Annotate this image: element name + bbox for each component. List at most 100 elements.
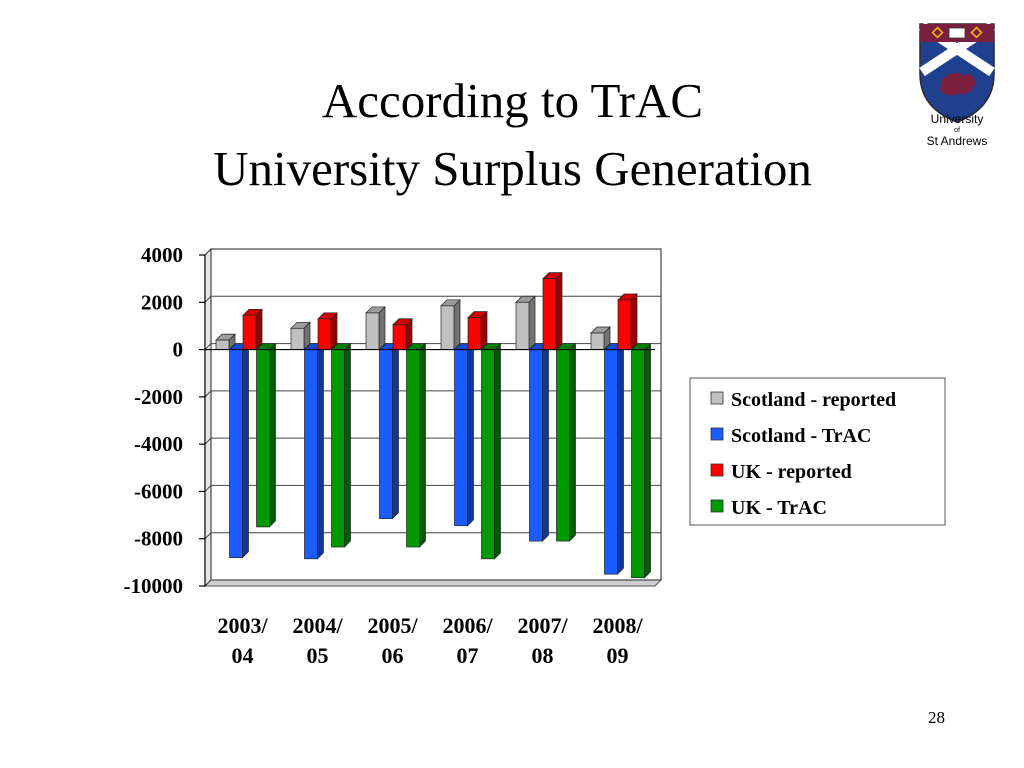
legend-label: UK - reported xyxy=(731,461,852,483)
legend-swatch xyxy=(710,391,724,405)
bar-front xyxy=(590,332,605,350)
x-category-label: 2008/ xyxy=(592,613,643,638)
bar-side xyxy=(378,306,386,351)
x-category-label: 06 xyxy=(382,643,404,668)
gridline-side xyxy=(204,295,212,303)
x-category-label: 2007/ xyxy=(517,613,568,638)
bar-side xyxy=(555,271,563,351)
bar-front xyxy=(617,299,632,350)
bar-side xyxy=(480,310,488,351)
gridline-side xyxy=(204,532,212,540)
y-tick-label: -10000 xyxy=(124,574,184,598)
bar-side xyxy=(644,342,651,579)
bar xyxy=(215,333,236,351)
gridline-side xyxy=(204,343,212,350)
chart-bars xyxy=(205,271,655,579)
y-tick-label: -4000 xyxy=(134,432,183,456)
bar xyxy=(440,298,461,351)
bar-side xyxy=(630,293,638,351)
page-number: 28 xyxy=(928,708,945,727)
bar xyxy=(303,342,325,560)
x-category-label: 2006/ xyxy=(442,613,493,638)
y-tick-label: -2000 xyxy=(134,385,183,409)
x-category-label: 07 xyxy=(457,643,479,668)
bar-front xyxy=(290,327,305,350)
bar-side xyxy=(269,342,276,528)
bar-front xyxy=(256,349,270,528)
bar xyxy=(330,342,352,548)
y-tick-label: 4000 xyxy=(141,243,183,267)
bar-front xyxy=(365,312,380,350)
x-category-label: 2003/ xyxy=(217,613,268,638)
gridline-side xyxy=(204,485,212,492)
y-axis-ticks: 4000 2000 0 -2000 -4000 -6000 -8000 -10000 xyxy=(124,243,206,598)
chart-legend: Scotland - reported Scotland - TrAC UK - r… xyxy=(689,377,946,526)
bar-front xyxy=(317,318,332,350)
y-tick-label: -8000 xyxy=(134,527,183,551)
bar-side xyxy=(344,342,351,548)
gridline-side xyxy=(204,248,212,256)
slide-title-line-2: University Surplus Generation xyxy=(213,141,812,196)
bar xyxy=(365,306,386,351)
bar xyxy=(317,311,338,351)
bar-front xyxy=(229,349,243,558)
legend-swatch xyxy=(710,499,724,513)
x-axis-labels: 2003/04 2004/05 2005/06 2006/07 2007/08 2008/… xyxy=(217,613,643,668)
bar-front xyxy=(515,301,530,350)
bar-front xyxy=(392,324,407,350)
bar xyxy=(378,342,400,520)
bar xyxy=(603,342,625,576)
bar-side xyxy=(392,342,399,520)
bar xyxy=(467,310,488,351)
x-category-label: 2005/ xyxy=(367,613,418,638)
bar xyxy=(515,295,536,351)
x-category-label: 08 xyxy=(532,643,554,668)
y-tick-label: 0 xyxy=(173,338,184,362)
bar xyxy=(630,342,652,579)
bar-front xyxy=(406,349,420,548)
bar-side xyxy=(467,342,474,527)
bar xyxy=(242,308,263,351)
legend-swatch xyxy=(710,463,724,477)
bar xyxy=(255,342,277,528)
gridline-side xyxy=(204,579,212,587)
bar xyxy=(453,342,475,527)
plot-area-back xyxy=(210,248,662,581)
university-crest-icon xyxy=(919,21,995,123)
logo-text-st-andrews: St Andrews xyxy=(926,134,988,148)
x-category-label: 05 xyxy=(307,643,329,668)
bar-front xyxy=(304,349,318,560)
floor xyxy=(203,579,663,587)
bar xyxy=(555,342,577,542)
bar xyxy=(405,342,427,548)
gridline-side xyxy=(204,390,212,398)
bar xyxy=(590,326,611,351)
bar xyxy=(528,342,550,542)
bar-front xyxy=(604,349,618,575)
bar xyxy=(542,271,563,351)
legend-swatch xyxy=(710,427,724,441)
bar-side xyxy=(453,298,461,351)
chart-grid xyxy=(203,247,663,588)
bar-front xyxy=(631,349,645,579)
bar-side xyxy=(255,308,263,351)
x-category-label: 09 xyxy=(607,643,629,668)
bar xyxy=(290,321,311,351)
bar-side xyxy=(542,342,549,542)
bar-side xyxy=(617,342,624,576)
legend-label: UK - TrAC xyxy=(731,497,827,519)
x-category-label: 2004/ xyxy=(292,613,343,638)
bar-front xyxy=(242,314,257,350)
legend-label: Scotland - TrAC xyxy=(731,425,871,447)
bar-side xyxy=(419,342,426,548)
bar xyxy=(228,342,250,559)
bar-front xyxy=(467,317,482,350)
bar-front xyxy=(215,339,230,350)
bar-side xyxy=(242,342,249,559)
bar-front xyxy=(454,349,468,527)
logo-text-of: of xyxy=(954,127,960,134)
bar-side xyxy=(528,295,536,351)
bar-front xyxy=(556,349,570,542)
bar-front xyxy=(529,349,543,542)
